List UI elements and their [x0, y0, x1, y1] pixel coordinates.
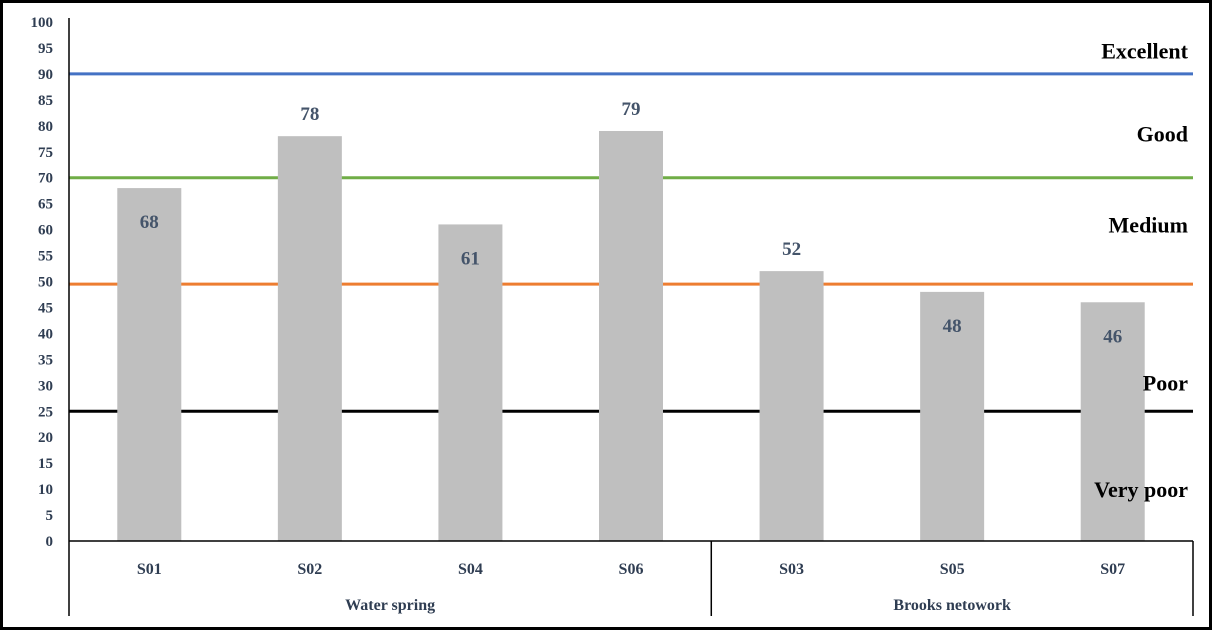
bar-s03: [759, 271, 824, 541]
y-tick-label-45: 45: [38, 300, 53, 316]
bar-s06: [599, 130, 663, 542]
y-tick-label-50: 50: [38, 275, 53, 291]
bars: [117, 130, 1145, 542]
axes: 0 5 10 15 20 25 30 35 40 45 50 55 60 65 70 75 80 85 90 95 10…: [31, 15, 1194, 616]
y-tick-label-20: 20: [38, 430, 53, 446]
data-label-s05: 48: [943, 316, 962, 337]
bar-s05: [920, 291, 985, 541]
data-label-s04: 61: [461, 248, 480, 269]
y-tick-label-65: 65: [38, 197, 53, 213]
band-label-very-poor: Very poor: [1094, 477, 1188, 502]
data-label-s07: 46: [1103, 326, 1122, 347]
category-label-s03: S03: [779, 561, 804, 578]
bar-s07: [1080, 302, 1145, 541]
y-tick-label-35: 35: [38, 352, 53, 368]
data-label-s03: 52: [782, 239, 801, 260]
y-tick-label-10: 10: [38, 482, 53, 498]
y-tick-label-85: 85: [38, 93, 53, 109]
y-tick-label-100: 100: [31, 15, 54, 31]
data-label-s01: 68: [140, 212, 159, 233]
y-tick-label-90: 90: [38, 67, 53, 83]
y-tick-label-70: 70: [38, 171, 53, 187]
group-label-1: Brooks netowork: [893, 597, 1011, 614]
bar-s01: [117, 188, 182, 541]
y-tick-label-75: 75: [38, 145, 53, 161]
y-tick-label-80: 80: [38, 119, 53, 135]
y-tick-label-60: 60: [38, 223, 53, 239]
band-label-good: Good: [1137, 122, 1188, 147]
y-tick-label-55: 55: [38, 249, 53, 265]
band-label-excellent: Excellent: [1101, 39, 1188, 64]
category-label-s06: S06: [619, 561, 644, 578]
band-label-medium: Medium: [1109, 212, 1188, 237]
category-label-s07: S07: [1100, 561, 1125, 578]
group-label-0: Water spring: [345, 597, 435, 614]
labels: S01 S02 S04 S06 S03 S05 S07 Water spring Brooks …: [137, 39, 1189, 614]
y-tick-label-25: 25: [38, 404, 53, 420]
band-label-poor: Poor: [1143, 371, 1188, 396]
category-label-s02: S02: [297, 561, 322, 578]
bar-s04: [438, 224, 503, 541]
y-tick-label-95: 95: [38, 41, 53, 57]
y-tick-label-30: 30: [38, 378, 53, 394]
category-label-s01: S01: [137, 561, 162, 578]
y-tick-label-0: 0: [46, 534, 54, 550]
category-label-s05: S05: [940, 561, 965, 578]
y-tick-label-40: 40: [38, 326, 53, 342]
data-label-s06: 79: [622, 99, 641, 120]
bar-s02: [277, 136, 342, 541]
y-tick-label-5: 5: [46, 508, 54, 524]
y-tick-label-15: 15: [38, 456, 53, 472]
category-label-s04: S04: [458, 561, 483, 578]
data-label-s02: 78: [300, 104, 319, 125]
